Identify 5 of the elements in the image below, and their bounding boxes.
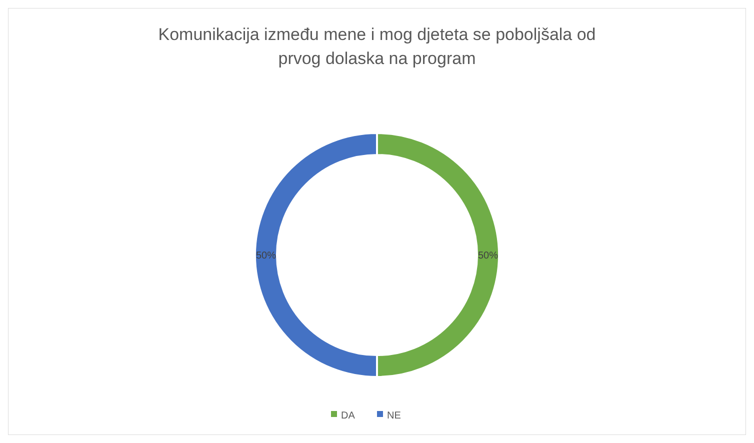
legend-label: NE bbox=[387, 410, 402, 422]
data-label: 50% bbox=[478, 250, 498, 262]
chart-title: Komunikacija između mene i mog djeteta se poboljšala od prvog dolaska na program bbox=[158, 25, 596, 68]
data-label: 50% bbox=[256, 250, 276, 262]
legend-label: DA bbox=[341, 410, 356, 422]
